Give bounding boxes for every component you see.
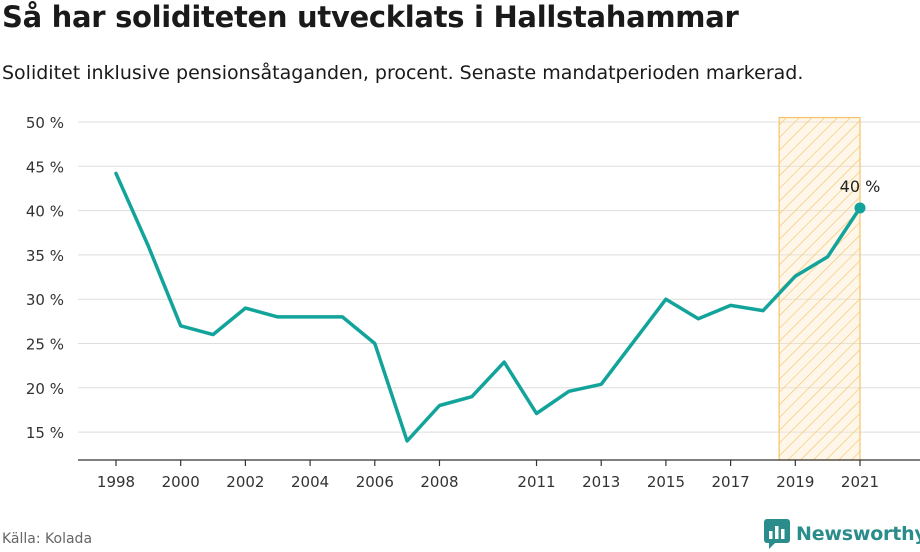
x-tick-label: 2004 (291, 473, 329, 491)
y-tick-label: 35 % (26, 247, 64, 265)
x-tick-label: 2011 (517, 473, 555, 491)
chart-subtitle: Soliditet inklusive pensionsåtaganden, p… (2, 62, 804, 84)
y-tick-label: 20 % (26, 380, 64, 398)
x-tick-label: 2008 (420, 473, 458, 491)
source-note: Källa: Kolada (2, 531, 93, 547)
highlight-period (778, 116, 861, 461)
chart-bubble-icon (764, 519, 790, 549)
brand-logo: Newsworthy (764, 518, 920, 550)
x-tick-label: 1998 (97, 473, 135, 491)
x-axis-labels: 1998 2000 2002 2004 2006 2008 2011 2013 2015 2017… (97, 473, 879, 491)
x-tick-label: 2002 (226, 473, 264, 491)
series-layer: 40 % (114, 171, 881, 443)
highlight-band (778, 116, 861, 461)
y-tick-label: 25 % (26, 336, 64, 354)
y-tick-label: 15 % (26, 424, 64, 442)
x-tick-label: 2000 (162, 473, 200, 491)
last-point-marker (854, 202, 866, 214)
chart-title: Så har soliditeten utvecklats i Hallstah… (2, 0, 739, 34)
x-tick-label: 2013 (582, 473, 620, 491)
y-tick-label: 50 % (26, 114, 64, 132)
x-tick-label: 2017 (712, 473, 750, 491)
x-axis (78, 459, 920, 466)
line-chart: 15 % 20 % 25 % 30 % 35 % 40 % 45 % 50 % 1998 200… (26, 114, 920, 491)
x-tick-label: 2006 (356, 473, 394, 491)
x-tick-label: 2021 (841, 473, 879, 491)
brand-name: Newsworthy (796, 523, 920, 545)
y-axis-labels: 15 % 20 % 25 % 30 % 35 % 40 % 45 % 50 % (26, 114, 64, 442)
y-tick-label: 45 % (26, 158, 64, 176)
x-tick-label: 2019 (776, 473, 814, 491)
y-tick-label: 30 % (26, 291, 64, 309)
y-tick-label: 40 % (26, 203, 64, 221)
series-line (114, 171, 862, 443)
last-value-label: 40 % (840, 177, 881, 196)
x-tick-label: 2015 (647, 473, 685, 491)
